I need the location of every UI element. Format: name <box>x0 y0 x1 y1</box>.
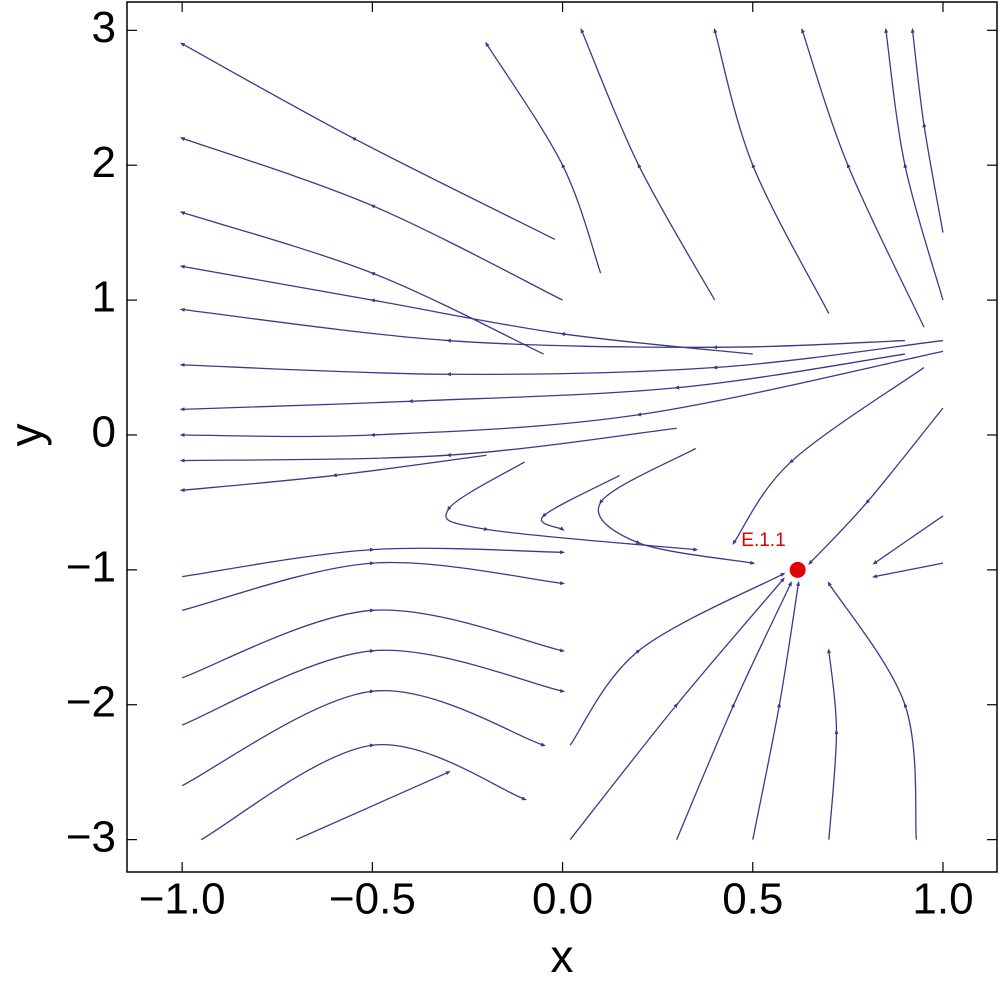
x-tick-label: 0.5 <box>722 875 783 924</box>
streamline <box>182 547 566 578</box>
streamline <box>872 562 944 579</box>
streamline <box>181 649 566 726</box>
streamline <box>179 454 487 493</box>
x-tick-label: −0.5 <box>329 875 416 924</box>
x-tick-label: 1.0 <box>912 875 973 924</box>
streamline <box>179 353 906 412</box>
y-tick-label: 1 <box>92 273 116 322</box>
x-axis-label: x <box>551 930 574 982</box>
streamline <box>827 648 839 840</box>
streamline <box>827 581 918 840</box>
streamline <box>569 572 786 746</box>
y-tick-label: 3 <box>92 3 116 52</box>
streamline <box>181 608 566 679</box>
y-tick-label: −2 <box>66 677 116 726</box>
streamline <box>884 27 944 301</box>
streamline <box>676 581 792 840</box>
streamline <box>179 42 556 240</box>
y-axis-label: y <box>0 424 52 447</box>
streamline <box>179 339 944 377</box>
streamline <box>732 367 925 545</box>
streamline <box>182 561 566 611</box>
streamline <box>200 743 527 841</box>
streamline <box>569 577 785 841</box>
streamline <box>179 137 563 301</box>
streamline <box>597 447 756 565</box>
streamline <box>872 515 944 565</box>
streamline <box>713 27 830 314</box>
streamline <box>179 350 944 438</box>
y-tick-label: −1 <box>66 542 116 591</box>
streamline <box>179 427 677 463</box>
plot-frame <box>126 1 998 873</box>
y-tick-label: 2 <box>92 138 116 187</box>
streamline <box>580 28 716 301</box>
equilibrium-point <box>789 561 806 578</box>
streamline <box>179 307 905 350</box>
streamline <box>179 264 753 355</box>
streamline <box>801 27 925 328</box>
streamline <box>296 771 451 841</box>
y-tick-label: 0 <box>92 408 116 457</box>
x-tick-label: −1.0 <box>139 875 226 924</box>
streamline <box>808 407 944 565</box>
streamline <box>540 474 620 531</box>
streamline <box>445 461 699 552</box>
x-tick-label: 0.0 <box>532 875 593 924</box>
streamline <box>181 689 546 787</box>
point-label: E.1.1 <box>741 530 785 551</box>
streamline <box>485 41 602 274</box>
streamline <box>910 27 944 233</box>
y-tick-label: −3 <box>66 812 116 861</box>
streamline <box>752 580 801 840</box>
